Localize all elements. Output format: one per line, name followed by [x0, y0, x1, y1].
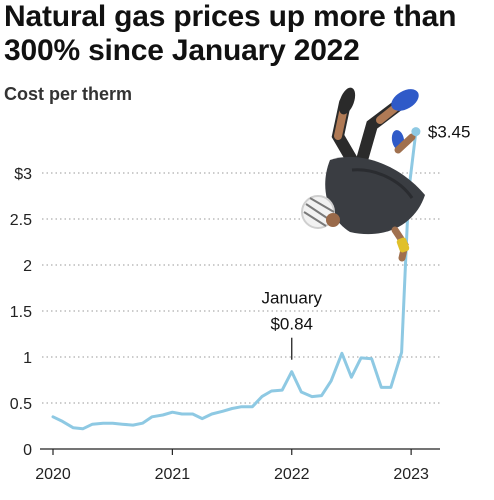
- y-tick-label-4: 2: [23, 258, 32, 275]
- end-point-marker: [411, 127, 421, 137]
- y-tick-label-2: 1: [23, 350, 32, 367]
- x-tick-label-2: 2022: [274, 466, 310, 483]
- series-line: [51, 130, 418, 431]
- y-tick-label-3: 1.5: [10, 304, 32, 321]
- y-axis-label: Cost per therm: [4, 84, 133, 104]
- annotations: $3.45 January $0.84: [262, 123, 471, 360]
- x-axis: 2020 2021 2022 2023: [35, 449, 429, 483]
- y-tick-label-1: 0.5: [10, 396, 32, 413]
- x-tick-label-1: 2021: [155, 466, 191, 483]
- x-tick-label-3: 2023: [393, 466, 429, 483]
- chart-title: Natural gas prices up more than 300% sin…: [4, 0, 457, 67]
- annotation-text-0-1: $0.84: [270, 315, 313, 334]
- cyclist-photo: [301, 87, 425, 262]
- annotation-text-0-0: January: [262, 289, 323, 308]
- series-path-0: [51, 130, 418, 431]
- cyclist-figure: [301, 87, 425, 262]
- grid: [40, 172, 440, 450]
- y-axis: 0 0.5 1 1.5 2 2.5 $3: [10, 166, 32, 459]
- y-tick-label-0: 0: [23, 442, 32, 459]
- x-tick-label-0: 2020: [35, 466, 71, 483]
- y-tick-label-5: 2.5: [10, 212, 32, 229]
- end-value-label: $3.45: [428, 123, 471, 142]
- y-tick-label-6: $3: [14, 166, 32, 183]
